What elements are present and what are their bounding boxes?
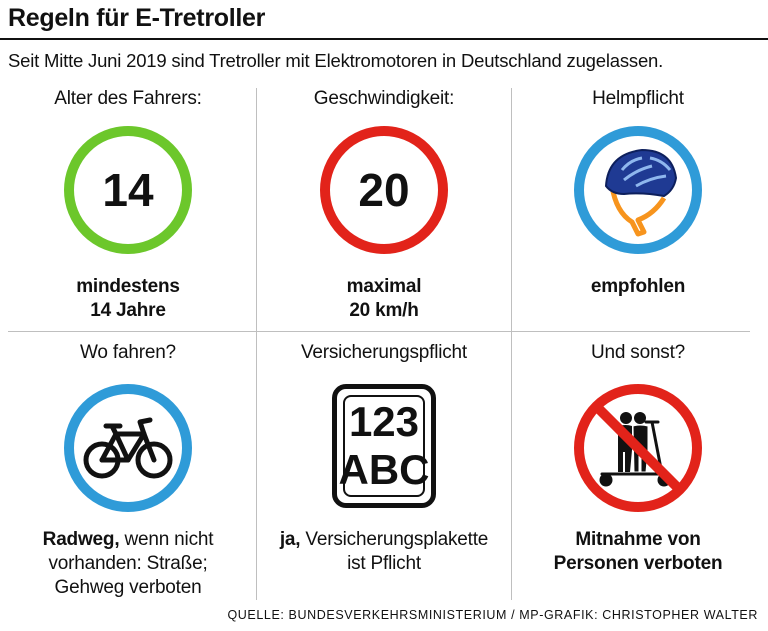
cell-heading: Alter des Fahrers: xyxy=(54,88,202,109)
caption-rest: Versicherungsplakette xyxy=(300,529,489,550)
helmet-icon xyxy=(572,124,704,256)
caption-line-1: Radweg, wenn nicht xyxy=(2,528,254,552)
title-rule xyxy=(0,38,768,40)
cell-heading: Versicherungspflicht xyxy=(300,342,468,363)
no-passengers-icon xyxy=(572,382,704,514)
age-sign-icon: 14 xyxy=(62,124,194,256)
caption-bold: ja, xyxy=(279,529,301,550)
cell-otherwise: Und sonst? Mitnahme von Perso xyxy=(512,338,764,600)
cell-caption: Radweg, wenn nicht vorhanden: Straße; Ge… xyxy=(2,528,254,600)
caption-line-2: ist Pflicht xyxy=(347,553,421,574)
caption-line-1: maximal xyxy=(346,276,422,297)
source-credit: QUELLE: BUNDESVERKEHRSMINISTERIUM / MP-G… xyxy=(227,608,758,622)
cell-heading: Helmpflicht xyxy=(592,88,684,109)
caption-line-1: mindestens xyxy=(76,276,180,297)
age-sign-value: 14 xyxy=(102,164,154,216)
caption-line-1: ja, Versicherungsplakette xyxy=(258,528,510,552)
caption-line-1: Mitnahme von xyxy=(575,529,701,550)
plate-letters: ABC xyxy=(338,446,430,493)
caption-line-2: 14 Jahre xyxy=(90,300,166,321)
caption-line-3: Gehweg verboten xyxy=(54,577,202,598)
cell-age: Alter des Fahrers: 14 mindestens 14 Jahr… xyxy=(2,84,254,329)
cell-heading: Und sonst? xyxy=(590,342,686,363)
column-divider-1 xyxy=(256,88,257,600)
caption-rest: wenn nicht xyxy=(119,529,214,550)
caption-bold: Radweg, xyxy=(42,529,120,550)
plate-number: 123 xyxy=(348,398,420,445)
column-divider-2 xyxy=(511,88,512,600)
row-divider xyxy=(8,331,750,332)
cell-helmet: Helmpflicht empfohlen xyxy=(512,84,764,329)
cell-caption: empfohlen xyxy=(590,276,686,297)
cell-caption: ja, Versicherungsplakette ist Pflicht xyxy=(258,528,510,576)
speed-limit-sign-icon: 20 xyxy=(318,124,450,256)
bicycle-icon xyxy=(62,382,194,514)
speed-sign-value: 20 xyxy=(358,164,410,216)
plate-inner-border xyxy=(343,395,425,497)
caption-line-2: 20 km/h xyxy=(349,300,419,321)
cell-insurance: Versicherungspflicht 123 ABC ja, Versich… xyxy=(258,338,510,600)
graphic-title: Regeln für E-Tretroller xyxy=(8,4,266,32)
caption-line-2: Personen verboten xyxy=(553,553,723,574)
intro-text: Seit Mitte Juni 2019 sind Tretroller mit… xyxy=(8,50,664,71)
cell-caption: mindestens 14 Jahre xyxy=(2,275,254,323)
insurance-plate-icon: 123 ABC xyxy=(332,384,436,508)
caption-line-2: vorhanden: Straße; xyxy=(48,553,208,574)
cell-speed: Geschwindigkeit: 20 maximal 20 km/h xyxy=(258,84,510,329)
cell-heading: Geschwindigkeit: xyxy=(313,88,455,109)
cell-where: Wo fahren? Radweg, wenn nicht vorhanden:… xyxy=(2,338,254,600)
cell-heading: Wo fahren? xyxy=(80,342,176,363)
cell-caption: Mitnahme von Personen verboten xyxy=(512,528,764,576)
cell-caption: maximal 20 km/h xyxy=(258,275,510,323)
